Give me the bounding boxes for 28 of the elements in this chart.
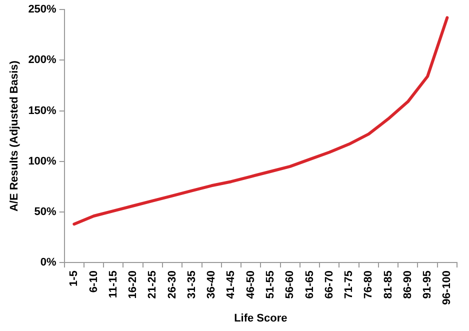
y-axis-title: A/E Results (Adjusted Basis) [8, 60, 21, 212]
x-tick-label: 66-70 [323, 270, 336, 299]
x-tick-label: 16-20 [127, 270, 140, 299]
x-tick-label: 21-25 [146, 270, 159, 299]
y-tick-label: 100% [28, 155, 57, 168]
x-tick-label: 91-95 [422, 270, 434, 299]
x-tick-label: 71-75 [343, 270, 356, 299]
x-tick-label: 36-40 [206, 270, 218, 299]
y-tick-label: 0% [40, 256, 57, 269]
x-tick-label: 11-15 [107, 270, 120, 298]
x-tick-label: 6-10 [88, 270, 100, 293]
x-tick-label: 51-55 [264, 270, 277, 299]
x-tick-label: 81-85 [382, 270, 394, 299]
x-tick-label: 76-80 [362, 270, 375, 299]
y-tick-label: 50% [34, 206, 57, 218]
x-tick-label: 26-30 [166, 270, 178, 299]
x-axis-title: Life Score [234, 312, 288, 324]
x-tick-label: 96-100 [441, 270, 454, 305]
x-tick-label: 86-90 [402, 270, 414, 299]
x-tick-label: 56-60 [284, 270, 296, 299]
y-tick-label: 150% [28, 104, 57, 117]
x-tick-label: 61-65 [304, 270, 316, 299]
x-tick-label: 1-5 [68, 270, 80, 286]
x-tick-label: 41-45 [225, 270, 238, 299]
y-tick-label: 250% [28, 4, 57, 16]
x-tick-label: 31-35 [186, 270, 198, 299]
y-tick-label: 200% [28, 54, 57, 66]
x-tick-label: 46-50 [244, 270, 257, 299]
